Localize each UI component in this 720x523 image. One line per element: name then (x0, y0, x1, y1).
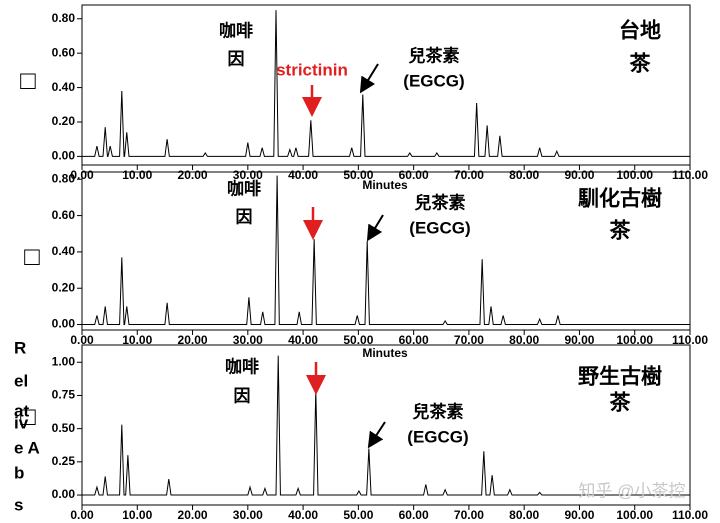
y-axis-title: □ (24, 241, 40, 271)
x-tick-label: 90.00 (564, 168, 594, 182)
y-tick-label: 0.60 (52, 208, 76, 222)
black-arrow (366, 214, 384, 242)
tea-label: 茶 (610, 219, 632, 243)
x-tick-label: 60.00 (399, 333, 429, 347)
egcg-label: (EGCG) (407, 427, 468, 446)
x-tick-label: 40.00 (288, 508, 318, 522)
chromatogram-trace (82, 10, 690, 157)
y-tick-label: 0.20 (52, 114, 76, 128)
y-tick-label: 0.40 (52, 244, 76, 258)
strictinin-label: strictinin (276, 60, 348, 79)
x-tick-label: 100.00 (616, 508, 653, 522)
egcg-label: (EGCG) (403, 71, 464, 90)
x-tick-label: 30.00 (233, 333, 263, 347)
y-tick-label: 0.40 (52, 80, 76, 94)
y-axis-title-part: s (14, 495, 23, 514)
x-tick-label: 80.00 (509, 168, 539, 182)
x-tick-label: 10.00 (122, 508, 152, 522)
caffeine-label: 因 (228, 49, 245, 68)
x-tick-label: 70.00 (454, 508, 484, 522)
x-axis-title: Minutes (362, 346, 408, 360)
y-tick-label: 0.80 (52, 11, 76, 25)
y-tick-label: 0.25 (52, 454, 76, 468)
y-axis-title-part: at (14, 401, 29, 420)
tea-label: 茶 (610, 391, 632, 415)
black-arrow (367, 421, 386, 449)
y-axis-title: □ (20, 401, 36, 431)
tea-label: 馴化古樹 (578, 187, 662, 211)
x-tick-label: 80.00 (509, 508, 539, 522)
egcg-label: 兒茶素 (415, 192, 466, 212)
y-tick-label: 0.00 (52, 317, 76, 331)
x-tick-label: 40.00 (288, 333, 318, 347)
y-tick-label: 0.00 (52, 149, 76, 163)
y-axis-title-part: iv (14, 413, 29, 432)
watermark: 知乎 @小茶控 (579, 481, 686, 500)
x-tick-label: 60.00 (399, 508, 429, 522)
y-tick-label: 0.00 (52, 487, 76, 501)
x-tick-label: 100.00 (616, 333, 653, 347)
black-arrow (359, 63, 379, 94)
tea-label: 台地 (619, 19, 661, 43)
chromatogram-trace (82, 355, 690, 496)
x-tick-label: 80.00 (509, 333, 539, 347)
y-tick-label: 0.75 (52, 388, 76, 402)
x-tick-label: 0.00 (70, 333, 94, 347)
x-tick-label: 50.00 (343, 333, 373, 347)
y-tick-label: 0.80 (52, 171, 76, 185)
tea-label: 野生古樹 (578, 365, 662, 389)
x-tick-label: 110.00 (672, 333, 708, 347)
caffeine-label: 因 (234, 386, 251, 405)
y-axis-title-part: R (14, 338, 26, 357)
egcg-label: 兒茶素 (413, 401, 464, 421)
x-tick-label: 70.00 (454, 333, 484, 347)
x-tick-label: 0.00 (70, 508, 94, 522)
plot-frame (81, 171, 691, 331)
x-tick-label: 20.00 (178, 168, 208, 182)
y-tick-label: 1.00 (52, 354, 76, 368)
caffeine-label: 咖啡 (227, 178, 261, 198)
y-axis-title-part: e A (14, 438, 40, 457)
y-axis-title-part: el (14, 371, 28, 390)
plot-frame (81, 4, 691, 166)
x-tick-label: 40.00 (288, 168, 318, 182)
x-tick-label: 100.00 (616, 168, 653, 182)
caffeine-label: 咖啡 (219, 20, 253, 40)
caffeine-label: 因 (236, 207, 253, 226)
y-tick-label: 0.50 (52, 421, 76, 435)
x-tick-label: 20.00 (178, 333, 208, 347)
y-tick-label: 0.60 (52, 45, 76, 59)
caffeine-label: 咖啡 (225, 356, 259, 376)
y-axis-title-part: b (14, 463, 24, 482)
x-tick-label: 110.00 (672, 508, 708, 522)
egcg-label: (EGCG) (409, 218, 470, 237)
x-tick-label: 30.00 (233, 508, 263, 522)
plot-frame (81, 344, 691, 506)
x-axis-title: Minutes (362, 178, 408, 192)
x-tick-label: 20.00 (178, 508, 208, 522)
y-axis-title: □ (20, 65, 36, 95)
x-tick-label: 90.00 (564, 333, 594, 347)
y-tick-label: 0.20 (52, 280, 76, 294)
x-tick-label: 50.00 (343, 508, 373, 522)
tea-label: 茶 (630, 52, 652, 76)
x-tick-label: 10.00 (122, 333, 152, 347)
egcg-label: 兒茶素 (409, 45, 460, 65)
x-tick-label: 10.00 (122, 168, 152, 182)
chromatogram-trace (82, 175, 690, 326)
x-tick-label: 90.00 (564, 508, 594, 522)
x-tick-label: 70.00 (454, 168, 484, 182)
